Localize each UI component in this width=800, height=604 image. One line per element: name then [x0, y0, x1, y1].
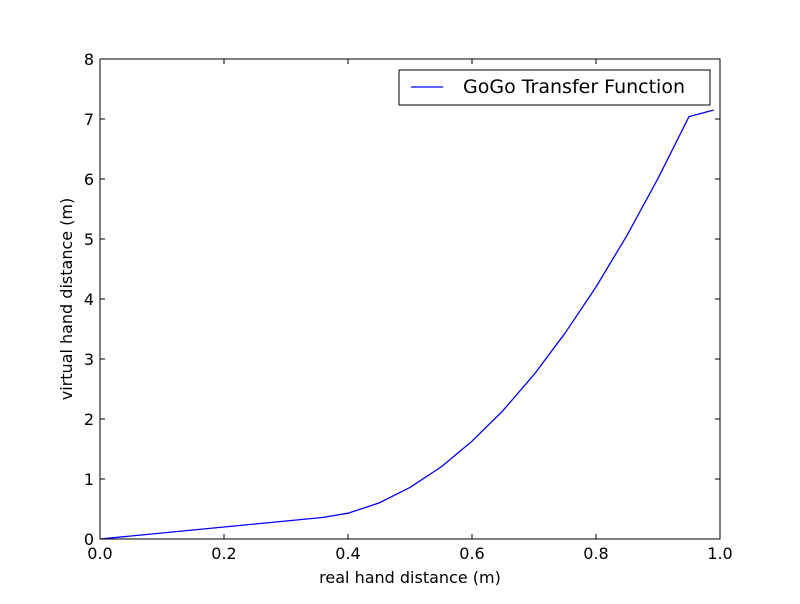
x-tick-label: 0.6 [459, 544, 484, 563]
y-tick-label: 7 [84, 110, 94, 129]
x-tick-label: 0.0 [87, 544, 112, 563]
y-tick-label: 6 [84, 170, 94, 189]
y-tick-label: 1 [84, 470, 94, 489]
plot-area [100, 59, 720, 539]
legend: GoGo Transfer Function [398, 69, 711, 106]
legend-box [398, 69, 711, 106]
x-axis-label: real hand distance (m) [319, 568, 501, 587]
y-tick-label: 5 [84, 230, 94, 249]
series-layer [99, 109, 714, 540]
x-tick-label: 0.2 [211, 544, 236, 563]
legend-entry-label: GoGo Transfer Function [463, 76, 685, 98]
y-axis-label: virtual hand distance (m) [57, 198, 76, 401]
x-tick-label: 0.8 [583, 544, 608, 563]
ticks-layer: 0.0 0.2 0.4 0.6 0.8 1.0 0 1 2 3 4 5 6 7 8 [84, 50, 733, 563]
axes-frame [99, 58, 721, 540]
y-tick-label: 8 [84, 50, 94, 69]
y-tick-label: 3 [84, 350, 94, 369]
x-tick-label: 0.4 [335, 544, 360, 563]
x-tick-label: 1.0 [707, 544, 732, 563]
y-tick-label: 0 [84, 530, 94, 549]
axes-background [100, 59, 720, 539]
y-tick-label: 2 [84, 410, 94, 429]
y-tick-label: 4 [84, 290, 94, 309]
series-line-0 [99, 109, 714, 540]
